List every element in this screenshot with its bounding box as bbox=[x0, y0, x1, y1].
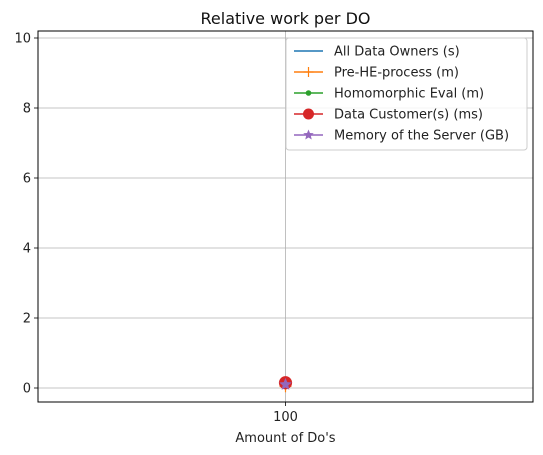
series bbox=[279, 377, 292, 390]
legend-label: Memory of the Server (GB) bbox=[334, 129, 509, 144]
y-tick-label: 4 bbox=[23, 242, 31, 257]
x-axis-title: Amount of Do's bbox=[235, 431, 335, 446]
legend-marker bbox=[303, 129, 314, 140]
legend-item: Data Customer(s) (ms) bbox=[294, 108, 483, 123]
series-group bbox=[278, 376, 293, 393]
legend-item: Memory of the Server (GB) bbox=[294, 129, 509, 144]
x-tick-label: 100 bbox=[273, 410, 298, 425]
y-tick-label: 6 bbox=[23, 172, 31, 187]
legend-box bbox=[285, 37, 528, 151]
legend: All Data Owners (s) Pre-HE-process (m) Hom… bbox=[285, 37, 528, 151]
legend-label: Pre-HE-process (m) bbox=[334, 66, 459, 81]
legend-item: Pre-HE-process (m) bbox=[294, 66, 459, 81]
y-tick-label: 10 bbox=[14, 32, 31, 47]
legend-item: Homomorphic Eval (m) bbox=[294, 87, 484, 102]
y-tick-label: 0 bbox=[23, 382, 31, 397]
legend-item: All Data Owners (s) bbox=[294, 45, 460, 60]
plot-area-frame bbox=[37, 30, 534, 403]
legend-marker bbox=[303, 108, 314, 120]
legend-marker bbox=[303, 67, 314, 77]
legend-label: Homomorphic Eval (m) bbox=[334, 87, 484, 102]
y-tick-label: 8 bbox=[23, 102, 31, 117]
x-axis-ticks: 100 bbox=[273, 402, 298, 425]
legend-label: All Data Owners (s) bbox=[334, 45, 460, 60]
y-tick-label: 2 bbox=[23, 312, 31, 327]
legend-label: Data Customer(s) (ms) bbox=[334, 108, 483, 123]
chart-title: Relative work per DO bbox=[201, 9, 371, 28]
data-point bbox=[279, 377, 292, 390]
legend-marker bbox=[305, 90, 312, 96]
y-axis-ticks: 0 2 4 6 8 10 bbox=[14, 32, 38, 397]
